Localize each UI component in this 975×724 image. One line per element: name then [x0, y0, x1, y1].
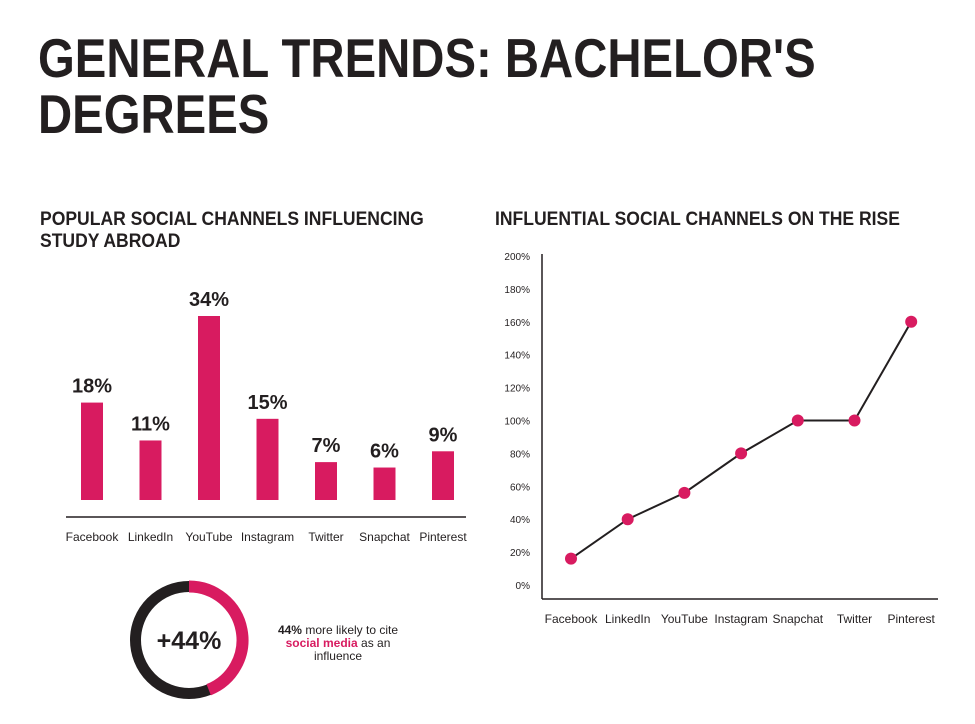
donut-caption: 44% more likely to cite social media as …: [272, 624, 404, 663]
y-tick-label: 120%: [504, 384, 530, 395]
point-youtube: [678, 486, 691, 499]
donut-value-label: +44%: [157, 627, 222, 655]
bar-category-label: Instagram: [241, 530, 294, 544]
bar-chart-title: POPULAR SOCIAL CHANNELS INFLUENCING STUD…: [40, 208, 424, 252]
point-pinterest: [905, 315, 918, 328]
y-tick-label: 20%: [510, 548, 530, 559]
line-chart-title: INFLUENTIAL SOCIAL CHANNELS ON THE RISE: [495, 208, 900, 230]
bar-value-label: 15%: [247, 392, 287, 414]
point-instagram: [735, 447, 748, 460]
y-tick-label: 180%: [504, 285, 530, 296]
bar-category-label: YouTube: [185, 530, 232, 544]
bar-category-label: Facebook: [66, 530, 120, 544]
y-tick-label: 140%: [504, 351, 530, 362]
y-tick-label: 100%: [504, 417, 530, 428]
y-tick-label: 80%: [510, 449, 530, 460]
y-tick-label: 40%: [510, 515, 530, 526]
bar-value-label: 18%: [72, 376, 112, 398]
bar-value-label: 34%: [189, 289, 229, 311]
x-tick-label: Facebook: [545, 612, 599, 626]
point-facebook: [565, 552, 577, 565]
x-tick-label: Snapchat: [772, 612, 823, 626]
point-twitter: [848, 414, 861, 427]
donut-arc: [188, 580, 249, 696]
x-tick-label: LinkedIn: [605, 612, 650, 626]
bar-value-label: 6%: [370, 441, 399, 463]
bar-value-label: 7%: [312, 435, 341, 457]
x-tick-label: Instagram: [714, 612, 767, 626]
bar-instagram: [256, 418, 279, 500]
x-tick-label: Pinterest: [888, 612, 936, 626]
page-title: GENERAL TRENDS: BACHELOR'S DEGREES: [38, 27, 816, 145]
bar-pinterest: [432, 451, 454, 500]
bar-category-label: Twitter: [308, 530, 343, 544]
bar-value-label: 11%: [131, 413, 170, 435]
point-linkedin: [621, 513, 634, 526]
series-line: [570, 321, 913, 560]
donut-caption-highlight: social media: [285, 636, 358, 650]
x-tick-label: YouTube: [661, 612, 708, 626]
bar-category-label: Pinterest: [419, 530, 467, 544]
y-tick-label: 200%: [504, 252, 530, 263]
bar-linkedin: [139, 440, 162, 500]
y-tick-label: 60%: [510, 482, 530, 493]
bar-twitter: [315, 462, 337, 500]
y-tick-label: 160%: [504, 318, 530, 329]
y-tick-label: 0%: [516, 581, 531, 592]
bar-category-label: Snapchat: [359, 530, 410, 544]
donut-caption-text: more likely to cite: [305, 623, 399, 637]
donut-caption-percent: 44%: [277, 623, 302, 637]
donut-caption-tail: as an influence: [313, 636, 391, 663]
bar-youtube: [198, 316, 220, 500]
x-tick-label: Twitter: [837, 612, 872, 626]
point-snapchat: [791, 414, 804, 427]
bar-category-label: LinkedIn: [128, 530, 173, 544]
bar-snapchat: [373, 467, 396, 500]
bar-value-label: 9%: [429, 424, 458, 446]
bar-facebook: [81, 402, 103, 500]
